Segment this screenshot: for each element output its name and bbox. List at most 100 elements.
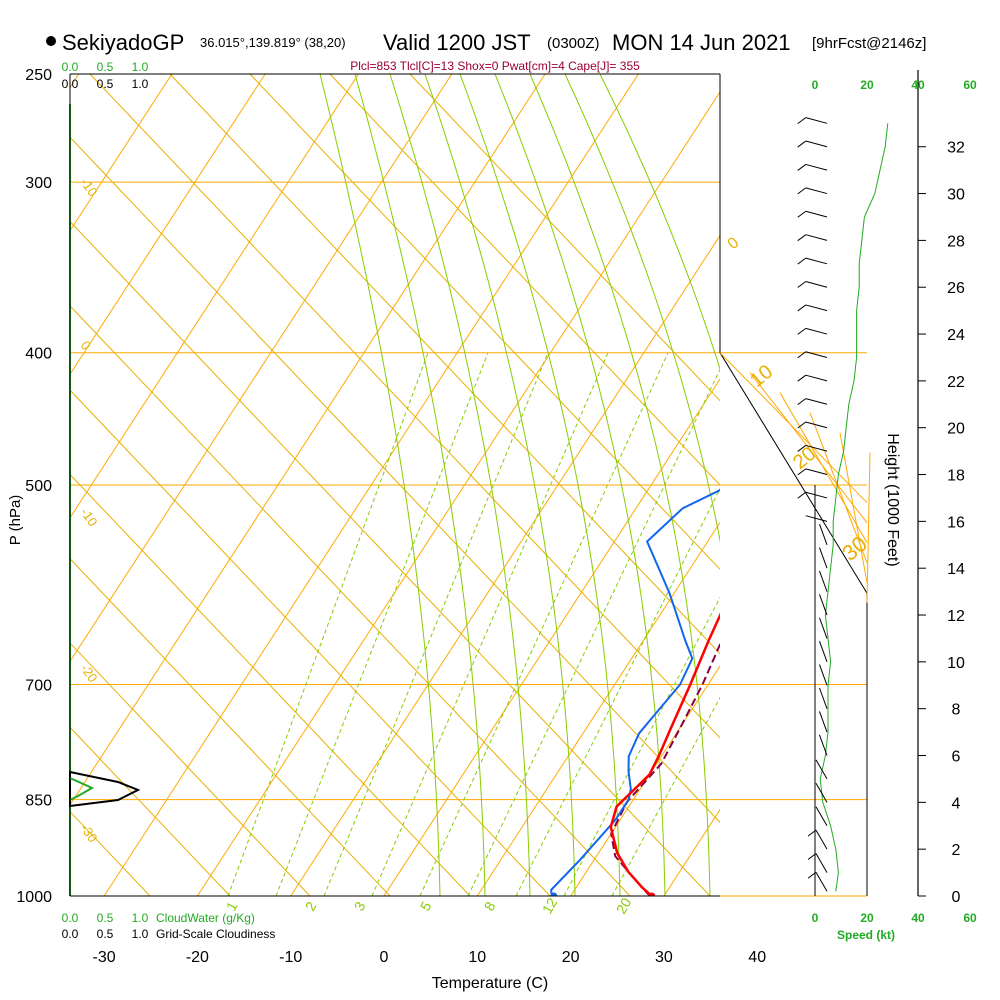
- wind-barb-flag: [797, 398, 807, 405]
- speed-axis-title: Speed (kt): [837, 928, 895, 942]
- wind-barb: [815, 853, 828, 873]
- moist-adiabat-line: [354, 74, 486, 896]
- height-tick-label: 14: [947, 561, 965, 578]
- wind-barb: [805, 304, 828, 312]
- wind-barb: [819, 547, 828, 569]
- height-tick-label: 28: [947, 233, 965, 250]
- x-tick-label: 20: [562, 949, 580, 966]
- pressure-tick-label: 250: [25, 67, 52, 84]
- cloud-water-tick-top: 0.0: [62, 60, 79, 74]
- mixing-ratio-line: [275, 352, 489, 896]
- cloudiness-tick-bottom: 1.0: [132, 927, 149, 941]
- utc-time: (0300Z): [547, 35, 600, 52]
- dry-adiabat-line: [329, 74, 720, 486]
- wind-barb: [819, 617, 828, 639]
- isotherm-line: [476, 521, 720, 896]
- speed-tick-top: 0: [812, 78, 819, 92]
- pressure-tick-label: 300: [25, 175, 52, 192]
- moist-adiabat-line: [529, 74, 711, 896]
- wind-barb-flag: [797, 234, 807, 242]
- moist-adiabat-line: [389, 74, 531, 896]
- dry-adiabat-line: [70, 558, 391, 896]
- wind-barb: [819, 641, 828, 663]
- speed-tick-bottom: 0: [812, 911, 819, 925]
- wind-barb-flag: [797, 351, 807, 359]
- isotherm-label: -30: [78, 821, 101, 845]
- isotherm-line: [70, 74, 359, 519]
- station-name: SekiyadoGP: [62, 30, 184, 55]
- forecast-run: [9hrFcst@2146z]: [812, 35, 926, 52]
- wind-barb-flag: [797, 491, 807, 499]
- wind-barb: [805, 491, 828, 499]
- mixing-ratio-label: 5: [417, 899, 435, 914]
- dry-adiabat-line: [70, 726, 231, 896]
- isotherm-label: -10: [78, 505, 101, 529]
- isotherm-label: -20: [78, 661, 101, 685]
- wind-barb: [805, 140, 828, 148]
- station-coords: 36.015°,139.819° (38,20): [200, 35, 346, 50]
- mixing-ratio-line: [227, 352, 429, 896]
- wind-barb-flag: [797, 164, 807, 171]
- valid-time: Valid 1200 JST: [383, 30, 531, 55]
- wind-barb: [819, 687, 828, 709]
- axes: [69, 70, 926, 897]
- mixing-ratio-line: [323, 352, 549, 896]
- height-tick-label: 18: [947, 468, 965, 485]
- pressure-tick-label: 850: [25, 793, 52, 810]
- isotherm-line: [70, 74, 453, 663]
- pressure-tick-label: 500: [25, 478, 52, 495]
- isotherm-line: [290, 234, 720, 896]
- forecast-date: MON 14 Jun 2021: [612, 30, 791, 55]
- x-tick-label: 10: [468, 949, 486, 966]
- wind-barb: [805, 444, 828, 452]
- cloudiness-tick-top: 1.0: [132, 77, 149, 91]
- wind-barb: [805, 421, 828, 429]
- wind-barb: [805, 327, 828, 335]
- dry-adiabat-line: [70, 136, 720, 823]
- mixing-ratio-line: [515, 487, 720, 896]
- cloudiness-tick-top: 0.5: [97, 77, 114, 91]
- wind-barb: [819, 711, 828, 733]
- moist-adiabat-line: [459, 74, 621, 896]
- cloudiness-tick-top: 0.0: [62, 77, 79, 91]
- cloud-water-label: CloudWater (g/Kg): [156, 911, 255, 925]
- wind-barb: [805, 210, 828, 218]
- mixing-ratio-line: [467, 368, 720, 896]
- height-tick-label: 20: [947, 421, 965, 438]
- isotherm-line: [70, 74, 266, 376]
- background-lines: [70, 74, 720, 896]
- isobar-lines: [70, 73, 867, 897]
- height-tick-label: 32: [947, 140, 965, 157]
- pressure-tick-label: 700: [25, 678, 52, 695]
- dry-adiabat-line: [70, 220, 711, 896]
- height-tick-label: 6: [952, 749, 961, 766]
- cloud-water-tick-bottom: 1.0: [132, 911, 149, 925]
- isotherm-line: [103, 74, 639, 896]
- dry-adiabat-line: [409, 74, 720, 402]
- temperature-line: [609, 612, 720, 896]
- x-tick-label: -30: [93, 949, 116, 966]
- height-tick-label: 16: [947, 514, 965, 531]
- x-tick-label: -10: [279, 949, 302, 966]
- wind-barb: [815, 806, 828, 827]
- cloud-water-tick-bottom: 0.5: [97, 911, 114, 925]
- mixing-ratio-label: 12: [539, 895, 561, 917]
- wind-barb: [819, 664, 828, 686]
- cloudiness-tick-bottom: 0.5: [97, 927, 114, 941]
- cloudiness-tick-bottom: 0.0: [62, 927, 79, 941]
- mixing-ratio-line: [611, 696, 720, 896]
- right-isotherm-line: [809, 412, 868, 563]
- x-tick-label: 30: [655, 949, 673, 966]
- speed-tick-bottom: 40: [911, 911, 925, 925]
- wind-barb-flag: [807, 853, 817, 860]
- wind-barb-flag: [797, 327, 807, 335]
- cloud-water-shape: [69, 777, 95, 801]
- wind-barb: [805, 515, 828, 522]
- x-tick-label: 40: [748, 949, 766, 966]
- wind-barb: [805, 281, 828, 288]
- wind-barb: [815, 829, 828, 850]
- mixing-ratio-label: 3: [351, 899, 369, 914]
- pressure-tick-label: 1000: [16, 889, 52, 906]
